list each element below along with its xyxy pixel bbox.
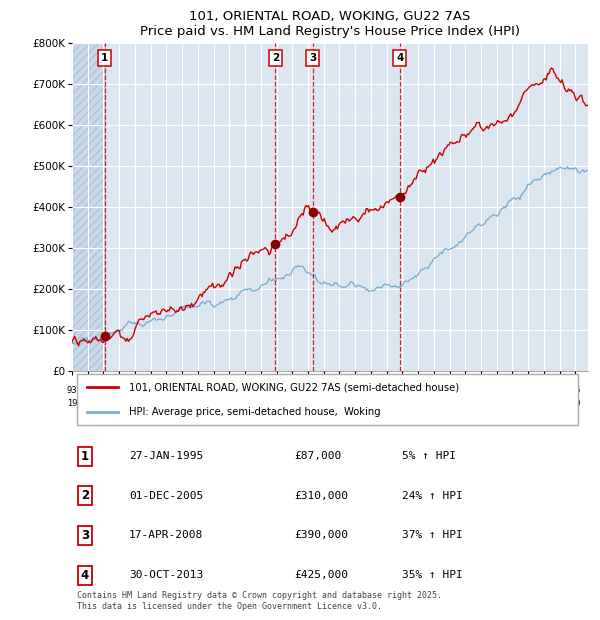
Text: 22: 22	[523, 386, 533, 395]
Text: 20: 20	[271, 399, 282, 409]
Text: 19: 19	[82, 399, 93, 409]
Text: 23: 23	[539, 386, 549, 395]
Text: 20: 20	[240, 399, 250, 409]
Text: 20: 20	[365, 399, 376, 409]
Text: 20: 20	[397, 399, 407, 409]
Text: 96: 96	[114, 386, 125, 395]
Text: 4: 4	[81, 569, 89, 582]
Text: 04: 04	[240, 386, 250, 395]
Text: Contains HM Land Registry data © Crown copyright and database right 2025.: Contains HM Land Registry data © Crown c…	[77, 591, 442, 600]
Text: 01-DEC-2005: 01-DEC-2005	[129, 491, 203, 501]
Text: 27-JAN-1995: 27-JAN-1995	[129, 451, 203, 461]
Text: 20: 20	[507, 399, 518, 409]
Text: 14: 14	[397, 386, 407, 395]
Text: 18: 18	[460, 386, 470, 395]
Text: 20: 20	[334, 399, 344, 409]
Text: 16: 16	[428, 386, 439, 395]
Text: 19: 19	[114, 399, 124, 409]
Text: 20: 20	[476, 399, 486, 409]
Text: 19: 19	[130, 399, 140, 409]
Text: 94: 94	[82, 386, 93, 395]
Text: 4: 4	[396, 53, 403, 63]
Text: 20: 20	[287, 399, 298, 409]
Text: 20: 20	[413, 399, 424, 409]
Text: 09: 09	[319, 386, 329, 395]
Text: 20: 20	[382, 399, 392, 409]
Text: 20: 20	[303, 399, 313, 409]
Text: 20: 20	[428, 399, 439, 409]
Text: 20: 20	[256, 399, 266, 409]
Text: 5% ↑ HPI: 5% ↑ HPI	[402, 451, 456, 461]
FancyBboxPatch shape	[77, 374, 578, 425]
Text: 15: 15	[413, 386, 424, 395]
Text: 24% ↑ HPI: 24% ↑ HPI	[402, 491, 463, 501]
Text: 99: 99	[161, 386, 172, 395]
Text: 05: 05	[256, 386, 266, 395]
Text: 07: 07	[287, 386, 298, 395]
Text: 20: 20	[460, 399, 470, 409]
Text: 20: 20	[177, 399, 187, 409]
Text: 08: 08	[302, 386, 313, 395]
Text: 06: 06	[271, 386, 282, 395]
Text: 3: 3	[81, 529, 89, 542]
Text: 20: 20	[224, 399, 235, 409]
Text: 37% ↑ HPI: 37% ↑ HPI	[402, 531, 463, 541]
Text: 20: 20	[539, 399, 549, 409]
Text: 19: 19	[145, 399, 156, 409]
Text: 1: 1	[101, 53, 109, 63]
Text: 20: 20	[208, 399, 219, 409]
Text: 35% ↑ HPI: 35% ↑ HPI	[402, 570, 463, 580]
Text: £87,000: £87,000	[294, 451, 341, 461]
Text: 02: 02	[208, 386, 219, 395]
Text: 30-OCT-2013: 30-OCT-2013	[129, 570, 203, 580]
Text: This data is licensed under the Open Government Licence v3.0.: This data is licensed under the Open Gov…	[77, 602, 382, 611]
Text: 101, ORIENTAL ROAD, WOKING, GU22 7AS (semi-detached house): 101, ORIENTAL ROAD, WOKING, GU22 7AS (se…	[129, 382, 459, 392]
Text: 3: 3	[309, 53, 316, 63]
Text: 93: 93	[67, 386, 77, 395]
Text: 24: 24	[554, 386, 565, 395]
Text: 20: 20	[491, 399, 502, 409]
Text: 20: 20	[570, 399, 581, 409]
Text: 20: 20	[193, 399, 203, 409]
Text: 1: 1	[81, 450, 89, 463]
Text: 03: 03	[224, 386, 235, 395]
Text: 20: 20	[491, 386, 502, 395]
Text: 20: 20	[523, 399, 533, 409]
Text: 19: 19	[67, 399, 77, 409]
Text: HPI: Average price, semi-detached house,  Woking: HPI: Average price, semi-detached house,…	[129, 407, 380, 417]
Text: 21: 21	[507, 386, 518, 395]
Text: 20: 20	[445, 399, 455, 409]
Title: 101, ORIENTAL ROAD, WOKING, GU22 7AS
Price paid vs. HM Land Registry's House Pri: 101, ORIENTAL ROAD, WOKING, GU22 7AS Pri…	[140, 10, 520, 38]
Text: 20: 20	[319, 399, 329, 409]
Text: £390,000: £390,000	[294, 531, 348, 541]
Text: 01: 01	[193, 386, 203, 395]
Bar	[72, 43, 105, 371]
Text: 97: 97	[130, 386, 140, 395]
Text: 12: 12	[365, 386, 376, 395]
Text: £310,000: £310,000	[294, 491, 348, 501]
Text: 2: 2	[272, 53, 279, 63]
Text: 19: 19	[161, 399, 172, 409]
Text: 13: 13	[382, 386, 392, 395]
Text: 19: 19	[476, 386, 486, 395]
Text: 17-APR-2008: 17-APR-2008	[129, 531, 203, 541]
Text: 20: 20	[554, 399, 565, 409]
Text: 95: 95	[98, 386, 109, 395]
Text: 19: 19	[98, 399, 109, 409]
Text: 2: 2	[81, 489, 89, 502]
Text: 20: 20	[350, 399, 361, 409]
Text: 25: 25	[570, 386, 581, 395]
Text: 17: 17	[444, 386, 455, 395]
Text: 10: 10	[334, 386, 344, 395]
Text: 11: 11	[350, 386, 361, 395]
Text: 98: 98	[145, 386, 156, 395]
Text: 00: 00	[177, 386, 187, 395]
Text: £425,000: £425,000	[294, 570, 348, 580]
